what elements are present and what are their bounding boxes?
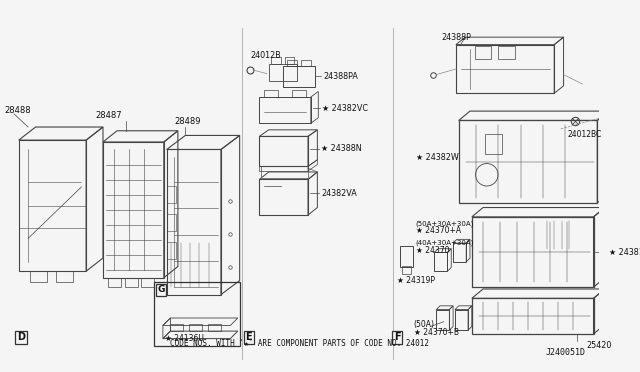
Text: 24012BC: 24012BC — [567, 130, 602, 139]
Text: ★ 24381: ★ 24381 — [609, 248, 640, 257]
Bar — [208, 324, 221, 331]
Text: ★ 24382VC: ★ 24382VC — [322, 104, 368, 113]
Bar — [475, 46, 492, 59]
Bar — [125, 278, 138, 287]
Text: (50A): (50A) — [414, 320, 435, 329]
Text: E: E — [245, 333, 252, 343]
Bar — [30, 271, 47, 282]
Text: J240051D: J240051D — [545, 348, 585, 357]
Text: G: G — [157, 285, 164, 294]
Bar — [285, 57, 294, 64]
Bar — [108, 278, 121, 287]
Text: 24382VA: 24382VA — [321, 189, 357, 198]
Text: ★ 24388N: ★ 24388N — [321, 144, 362, 153]
Bar — [154, 282, 239, 346]
Bar — [166, 242, 176, 259]
Text: 24388P: 24388P — [442, 33, 472, 42]
Text: 28487: 28487 — [95, 111, 122, 120]
Bar — [166, 186, 176, 203]
Bar — [485, 134, 502, 154]
Bar — [141, 278, 154, 287]
Text: D: D — [17, 333, 25, 343]
Text: ★ 24136U: ★ 24136U — [164, 334, 204, 343]
Bar — [436, 310, 449, 330]
Text: ★ 24319P: ★ 24319P — [397, 276, 435, 285]
Bar — [455, 310, 468, 330]
Text: ★ 24370+B: ★ 24370+B — [414, 327, 459, 337]
Bar — [283, 66, 316, 87]
Text: CODE NOS. WITH '★' ARE COMPONENT PARTS OF CODE NO. 24012: CODE NOS. WITH '★' ARE COMPONENT PARTS O… — [170, 339, 429, 348]
Bar — [292, 90, 306, 97]
Bar — [400, 246, 413, 266]
Text: F: F — [394, 333, 401, 343]
Bar — [56, 271, 73, 282]
Text: ★ 24370+A: ★ 24370+A — [415, 227, 461, 235]
Text: (40A+30A+30A): (40A+30A+30A) — [415, 240, 474, 246]
Bar — [453, 243, 466, 262]
Text: 25420: 25420 — [586, 341, 611, 350]
Text: ★ 24370: ★ 24370 — [415, 246, 449, 255]
Text: ★ 24382W: ★ 24382W — [415, 153, 458, 161]
Bar — [271, 57, 281, 64]
Bar — [264, 90, 278, 97]
Bar — [261, 166, 308, 177]
Bar — [287, 60, 297, 66]
Bar — [166, 214, 176, 231]
Text: 24388PA: 24388PA — [323, 72, 358, 81]
Bar — [170, 324, 184, 331]
Bar — [402, 266, 411, 274]
Bar — [259, 166, 308, 171]
Text: (50A+30A+30A): (50A+30A+30A) — [415, 220, 474, 227]
Bar — [269, 64, 297, 81]
Text: 28489: 28489 — [174, 117, 200, 126]
Text: 24012B: 24012B — [250, 51, 281, 60]
Bar — [435, 253, 447, 271]
Bar — [189, 324, 202, 331]
Bar — [301, 60, 311, 66]
Bar — [498, 46, 515, 59]
Text: 28488: 28488 — [4, 106, 31, 115]
